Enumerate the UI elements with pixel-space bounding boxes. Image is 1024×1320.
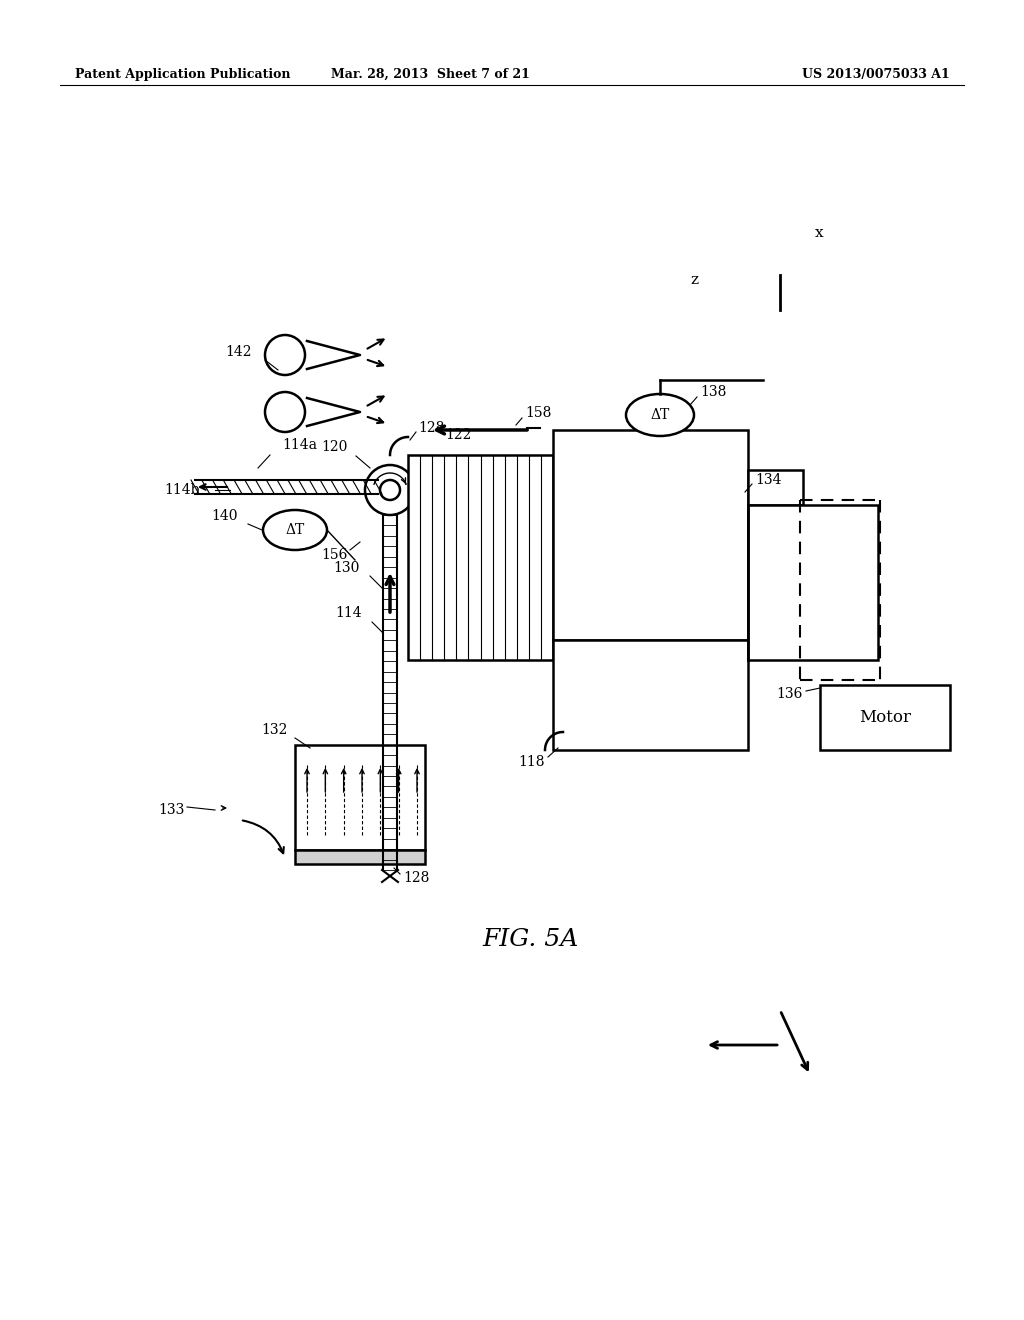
Text: FIG. 5A: FIG. 5A [482,928,579,952]
Text: 138: 138 [700,385,726,399]
Text: 118: 118 [518,755,545,770]
Text: x: x [815,226,823,240]
Bar [748,506,878,660]
Text: 120: 120 [322,440,348,454]
Text: 130: 130 [334,561,360,576]
Circle shape [265,392,305,432]
Text: 156: 156 [322,548,348,562]
Text: ΔT: ΔT [650,408,670,422]
Bar [295,744,425,850]
Text: Patent Application Publication: Patent Application Publication [75,69,291,81]
Bar [748,470,803,506]
Text: 122: 122 [445,428,471,442]
Text: 140: 140 [212,510,238,523]
Text: 134: 134 [755,473,781,487]
Text: 114: 114 [336,606,362,620]
Text: Mar. 28, 2013  Sheet 7 of 21: Mar. 28, 2013 Sheet 7 of 21 [331,69,529,81]
Text: z: z [690,273,698,286]
Text: 142: 142 [225,345,252,359]
Text: 158: 158 [525,407,551,420]
Bar [553,640,748,750]
Bar [820,685,950,750]
Text: 132: 132 [261,723,288,737]
Text: 133: 133 [159,803,185,817]
Bar [295,850,425,865]
Text: 128: 128 [403,871,429,884]
Circle shape [365,465,415,515]
Text: US 2013/0075033 A1: US 2013/0075033 A1 [802,69,950,81]
Text: 114a: 114a [282,438,317,451]
Circle shape [380,480,400,500]
Ellipse shape [626,393,694,436]
Text: Motor: Motor [859,709,911,726]
Text: 128: 128 [418,421,444,436]
Circle shape [265,335,305,375]
Text: 114b: 114b [165,483,200,498]
Bar [553,430,748,640]
Bar [408,455,553,660]
Ellipse shape [263,510,327,550]
Text: 136: 136 [776,686,803,701]
Text: ΔT: ΔT [286,523,304,537]
